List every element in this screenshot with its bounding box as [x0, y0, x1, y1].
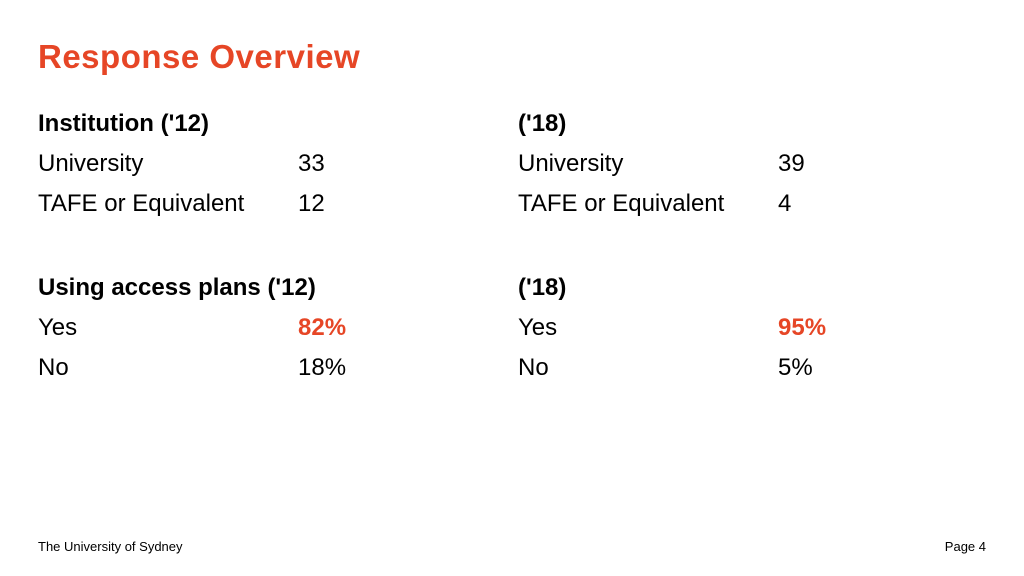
footer: The University of Sydney Page 4: [38, 539, 986, 554]
access-18-row: Yes95%: [518, 314, 958, 342]
institution-18-label: TAFE or Equivalent: [518, 190, 778, 218]
institution-18-value: 39: [778, 150, 958, 178]
institution-18-row: TAFE or Equivalent4: [518, 190, 958, 218]
institution-18-row: University39: [518, 150, 958, 178]
footer-page: Page 4: [945, 539, 986, 554]
access-18-value: 5%: [778, 354, 958, 382]
access-12-label: Yes: [38, 314, 298, 342]
institution-12-row: University33: [38, 150, 478, 178]
access-12-value: 82%: [298, 314, 478, 342]
access-12-row: Yes82%: [38, 314, 478, 342]
access-12-row: No18%: [38, 354, 478, 382]
institution-12-label: University: [38, 150, 298, 178]
institution-12-value: 12: [298, 190, 478, 218]
institution-18-label: University: [518, 150, 778, 178]
access-12-label: No: [38, 354, 298, 382]
access-18-label: Yes: [518, 314, 778, 342]
institution-12-label: TAFE or Equivalent: [38, 190, 298, 218]
left-column: Institution ('12) University33TAFE or Eq…: [38, 110, 478, 394]
page-title: Response Overview: [38, 38, 986, 76]
institution-18-header: ('18): [518, 110, 958, 138]
access-18-row: No5%: [518, 354, 958, 382]
institution-12-header: Institution ('12): [38, 110, 478, 138]
institution-18-value: 4: [778, 190, 958, 218]
right-column: ('18) University39TAFE or Equivalent4 ('…: [518, 110, 958, 394]
access-12-header: Using access plans ('12): [38, 274, 478, 302]
access-18-value: 95%: [778, 314, 958, 342]
content-grid: Institution ('12) University33TAFE or Eq…: [38, 110, 986, 394]
access-18-header: ('18): [518, 274, 958, 302]
institution-12-value: 33: [298, 150, 478, 178]
footer-org: The University of Sydney: [38, 539, 183, 554]
institution-12-row: TAFE or Equivalent12: [38, 190, 478, 218]
access-12-value: 18%: [298, 354, 478, 382]
access-18-label: No: [518, 354, 778, 382]
